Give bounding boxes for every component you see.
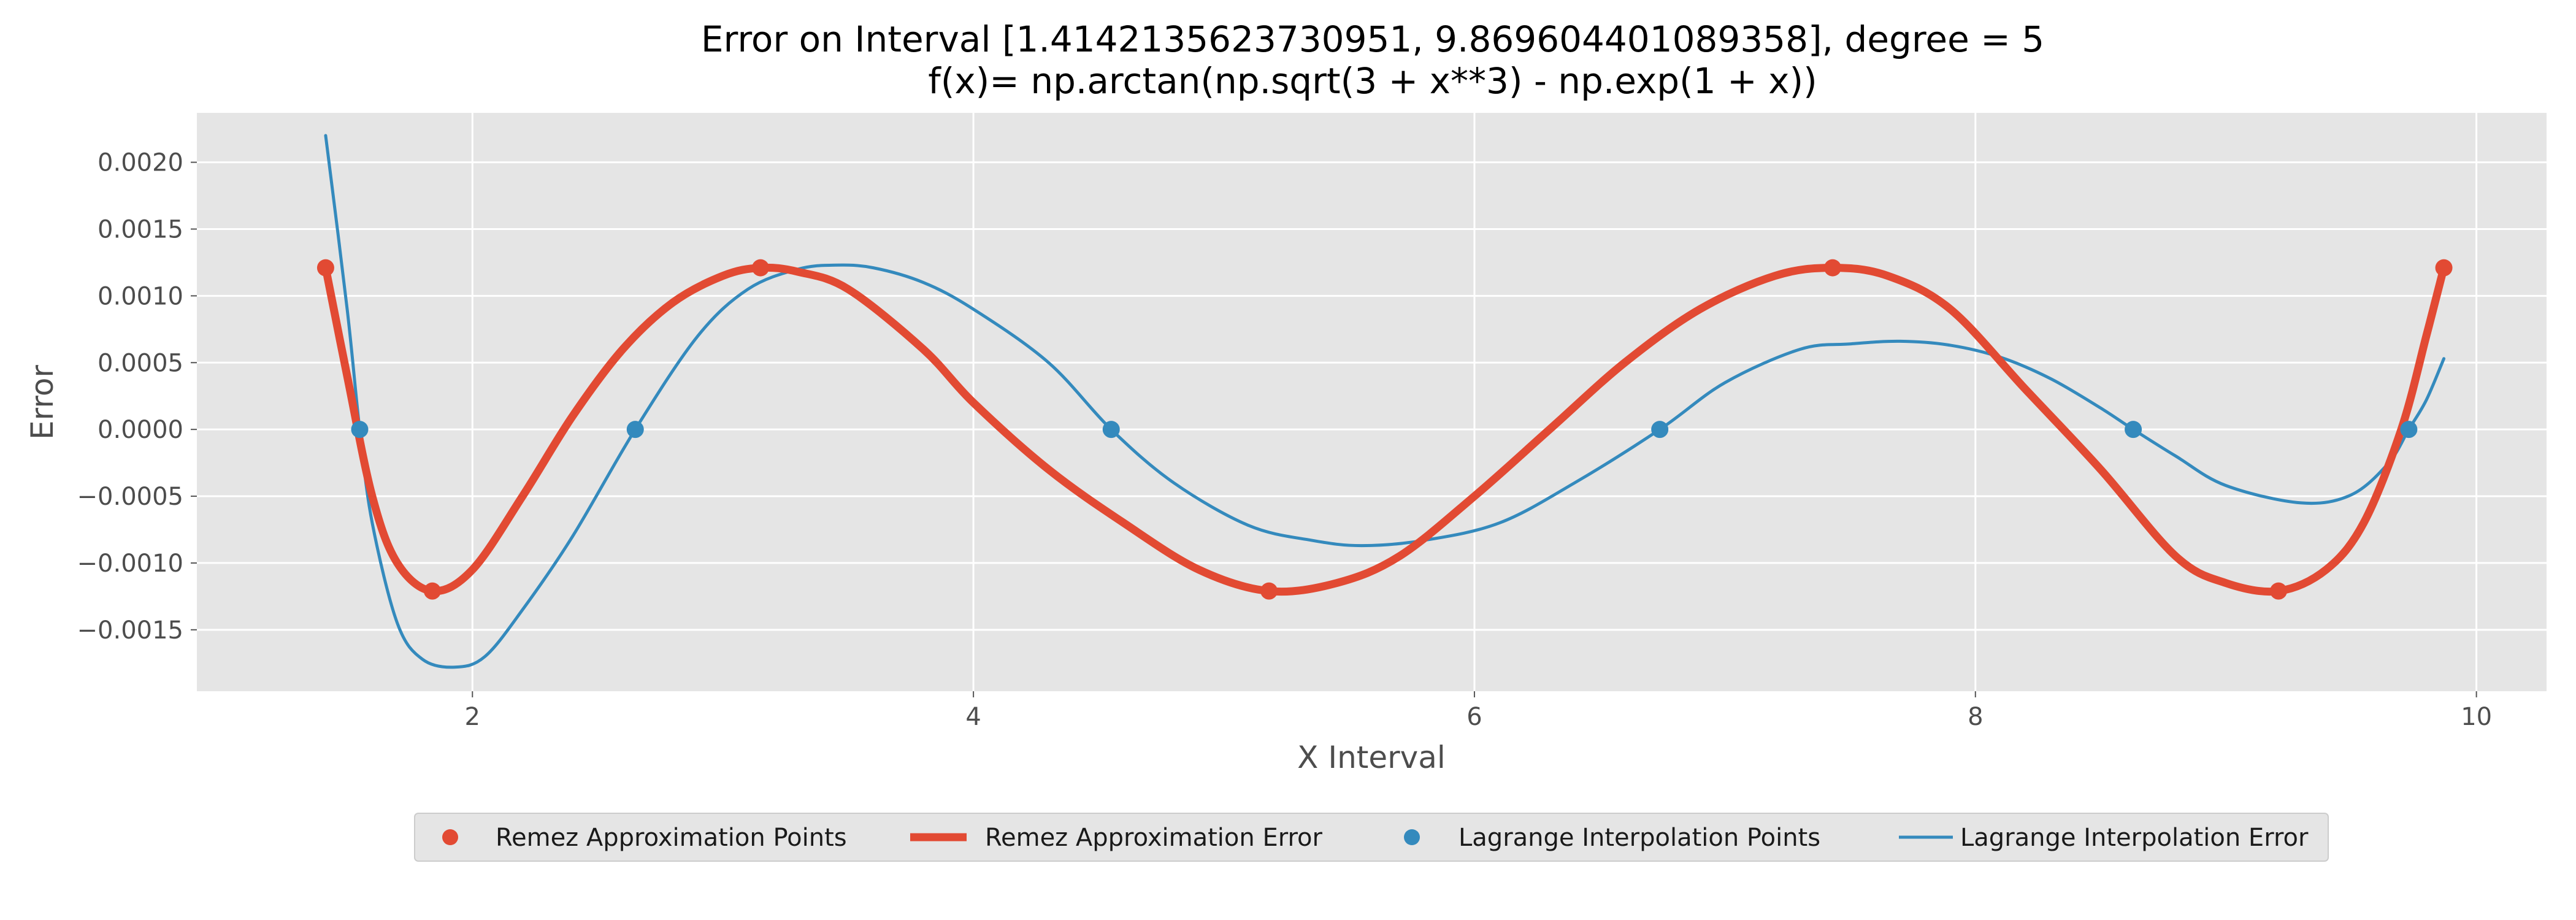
x-tick-label: 8 bbox=[1968, 703, 1983, 731]
chart-subtitle: f(x)= np.arctan(np.sqrt(3 + x**3) - np.e… bbox=[928, 60, 1817, 102]
x-tick-label: 6 bbox=[1466, 703, 1482, 731]
remez-point bbox=[751, 259, 769, 277]
y-tick-label: −0.0005 bbox=[77, 483, 183, 511]
remez-point bbox=[2269, 582, 2287, 600]
remez-point bbox=[316, 259, 334, 277]
lagrange-point bbox=[2400, 421, 2418, 439]
lagrange-point bbox=[1102, 421, 1120, 439]
tick-labels: 2 4 6 8 10 0.0020 0.0015 0.0010 0.0005 0.0000 −0.0… bbox=[77, 149, 2493, 731]
x-tick-label: 4 bbox=[965, 703, 981, 731]
lagrange-point bbox=[2125, 421, 2142, 439]
y-tick-label: −0.0010 bbox=[77, 550, 183, 578]
legend-label-remez-points: Remez Approximation Points bbox=[496, 824, 847, 852]
legend-marker-lagrange-points bbox=[1404, 829, 1420, 845]
y-axis-label: Error bbox=[25, 365, 60, 440]
legend: Remez Approximation Points Remez Approxi… bbox=[414, 813, 2329, 862]
legend-label-lagrange-error: Lagrange Interpolation Error bbox=[1960, 824, 2309, 852]
remez-error-line bbox=[321, 263, 2448, 596]
remez-point bbox=[1260, 582, 1278, 600]
lagrange-point bbox=[351, 421, 369, 439]
y-tick-label: 0.0005 bbox=[98, 349, 183, 377]
remez-point bbox=[1823, 259, 1841, 277]
plot-area bbox=[197, 113, 2547, 691]
legend-label-remez-error: Remez Approximation Error bbox=[985, 824, 1322, 852]
lagrange-point bbox=[626, 421, 644, 439]
chart-title: Error on Interval [1.4142135623730951, 9… bbox=[701, 18, 2044, 60]
series-layer bbox=[316, 134, 2453, 669]
grid bbox=[197, 113, 2547, 691]
remez-point bbox=[2435, 259, 2453, 277]
y-tick-label: 0.0020 bbox=[98, 149, 183, 177]
lagrange-point bbox=[1651, 421, 1669, 439]
legend-marker-remez-points bbox=[442, 829, 458, 845]
x-tick-label: 10 bbox=[2461, 703, 2492, 731]
x-tick-label: 2 bbox=[465, 703, 480, 731]
legend-label-lagrange-points: Lagrange Interpolation Points bbox=[1459, 824, 1820, 852]
y-tick-label: 0.0010 bbox=[98, 282, 183, 310]
y-tick-label: −0.0015 bbox=[77, 616, 183, 645]
remez-point bbox=[423, 582, 441, 600]
y-tick-label: 0.0015 bbox=[98, 215, 183, 243]
x-axis-label: X Interval bbox=[1297, 740, 1446, 775]
y-tick-label: 0.0000 bbox=[98, 416, 183, 444]
legend-box bbox=[414, 813, 2329, 862]
